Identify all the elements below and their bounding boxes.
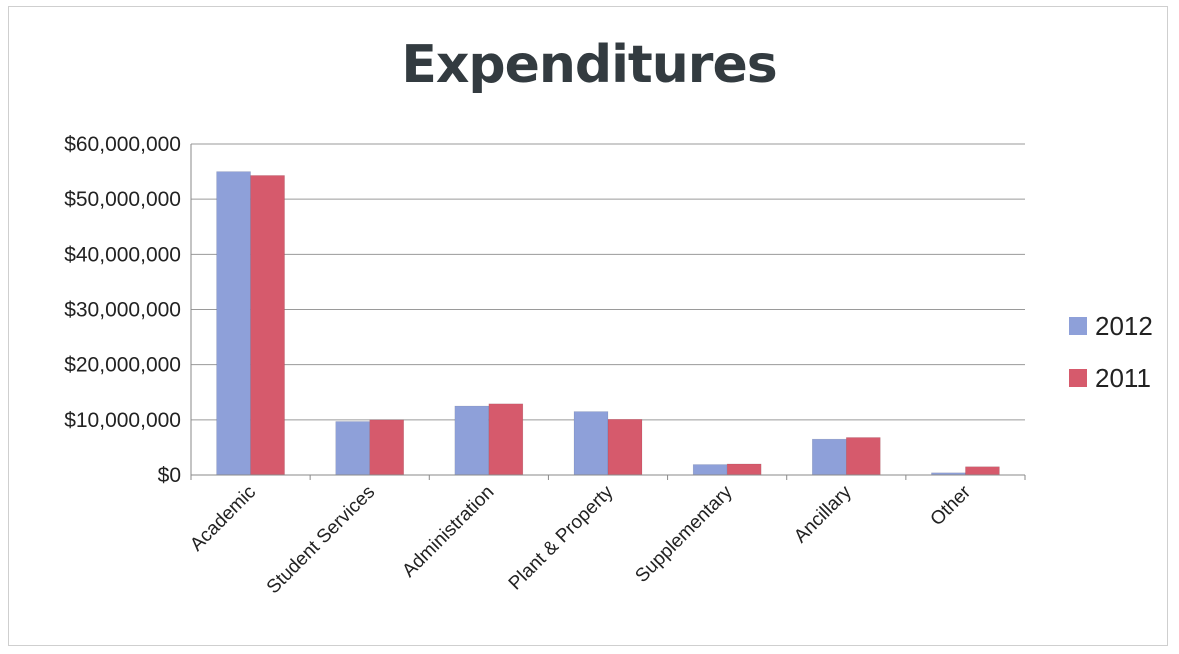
- legend-label-2012: 2012: [1095, 311, 1153, 341]
- y-tick-label: $50,000,000: [64, 188, 181, 211]
- chart-frame: Expenditures $0 $10,000,000 $20,000,000 $30…: [8, 6, 1168, 646]
- x-tick-label: Other: [927, 481, 976, 530]
- bar-2011-4: [726, 463, 762, 476]
- y-tick-label: $40,000,000: [64, 243, 181, 266]
- y-tick-label: $60,000,000: [64, 133, 181, 156]
- x-tick-label: Plant & Property: [505, 481, 618, 594]
- y-tick-label: $20,000,000: [64, 354, 181, 377]
- y-axis: $0 $10,000,000 $20,000,000 $30,000,000 $40,0…: [64, 133, 192, 487]
- y-tick-label: $10,000,000: [64, 409, 181, 432]
- x-tick-label: Administration: [398, 482, 498, 582]
- x-tick-label: Student Services: [263, 482, 379, 598]
- x-axis: Academic Student Services Administration Pl…: [186, 474, 1026, 598]
- bar-2012-3: [573, 411, 609, 476]
- legend: 2012 2011: [1069, 311, 1153, 393]
- bar-2011-3: [607, 419, 643, 476]
- bar-2012-2: [454, 405, 490, 476]
- x-tick-label: Supplementary: [631, 481, 737, 587]
- chart-title: Expenditures: [401, 35, 777, 95]
- bar-2012-5: [812, 438, 847, 476]
- bar-2011-6: [965, 466, 1000, 476]
- bar-chart: $0 $10,000,000 $20,000,000 $30,000,000 $40,0…: [64, 133, 1153, 598]
- bar-2012-1: [335, 421, 370, 476]
- bar-2012-0: [216, 171, 251, 476]
- legend-swatch-2011: [1069, 369, 1087, 387]
- y-tick-label: $30,000,000: [64, 299, 181, 322]
- y-tick-label: $0: [158, 464, 181, 487]
- x-tick-label: Ancillary: [790, 481, 856, 547]
- bar-2012-4: [692, 464, 728, 476]
- bar-2011-0: [250, 175, 285, 476]
- bar-2011-1: [369, 419, 404, 476]
- bar-2011-5: [846, 437, 881, 476]
- bar-2011-2: [488, 403, 524, 476]
- grid-lines: [191, 143, 1025, 421]
- bars: [216, 171, 1000, 476]
- legend-swatch-2012: [1069, 317, 1087, 335]
- x-tick-label: Academic: [186, 482, 260, 556]
- legend-label-2011: 2011: [1095, 363, 1151, 393]
